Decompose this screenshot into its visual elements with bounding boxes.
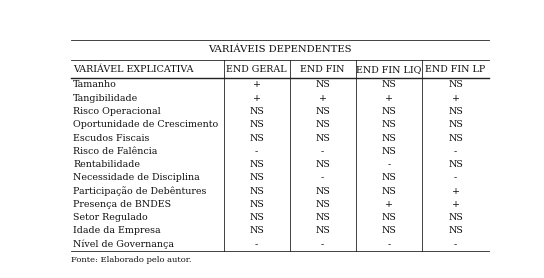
Text: +: + [319,94,326,103]
Text: NS: NS [381,173,397,182]
Text: NS: NS [315,227,330,235]
Text: Escudos Fiscais: Escudos Fiscais [73,133,150,143]
Text: -: - [387,160,391,169]
Text: +: + [385,94,393,103]
Text: NS: NS [381,80,397,90]
Text: NS: NS [315,120,330,129]
Text: NS: NS [448,160,463,169]
Text: NS: NS [315,80,330,90]
Text: NS: NS [315,107,330,116]
Text: NS: NS [315,200,330,209]
Text: +: + [452,200,460,209]
Text: NS: NS [315,160,330,169]
Text: Presença de BNDES: Presença de BNDES [73,200,171,209]
Text: NS: NS [249,160,264,169]
Text: Tamanho: Tamanho [73,80,117,90]
Text: +: + [385,200,393,209]
Text: NS: NS [448,227,463,235]
Text: -: - [255,240,258,249]
Text: -: - [321,173,324,182]
Text: NS: NS [448,120,463,129]
Text: NS: NS [249,227,264,235]
Text: NS: NS [249,213,264,222]
Text: NS: NS [448,80,463,90]
Text: Participação de Debêntures: Participação de Debêntures [73,186,206,196]
Text: NS: NS [381,133,397,143]
Text: NS: NS [249,173,264,182]
Text: NS: NS [315,213,330,222]
Text: NS: NS [249,107,264,116]
Text: -: - [454,173,457,182]
Text: +: + [452,187,460,196]
Text: NS: NS [315,187,330,196]
Text: Nível de Governança: Nível de Governança [73,239,174,249]
Text: END GERAL: END GERAL [226,65,287,74]
Text: NS: NS [249,187,264,196]
Text: END FIN: END FIN [300,65,345,74]
Text: +: + [253,80,261,90]
Text: NS: NS [381,187,397,196]
Text: NS: NS [448,213,463,222]
Text: END FIN LP: END FIN LP [425,65,486,74]
Text: Necessidade de Disciplina: Necessidade de Disciplina [73,173,200,182]
Text: -: - [321,240,324,249]
Text: Risco de Falência: Risco de Falência [73,147,157,156]
Text: NS: NS [381,107,397,116]
Text: NS: NS [315,133,330,143]
Text: -: - [321,147,324,156]
Text: -: - [255,147,258,156]
Text: +: + [253,94,261,103]
Text: NS: NS [381,120,397,129]
Text: VARIÁVEL EXPLICATIVA: VARIÁVEL EXPLICATIVA [73,65,194,74]
Text: Idade da Empresa: Idade da Empresa [73,227,160,235]
Text: +: + [452,94,460,103]
Text: -: - [387,240,391,249]
Text: Oportunidade de Crescimento: Oportunidade de Crescimento [73,120,218,129]
Text: Rentabilidade: Rentabilidade [73,160,140,169]
Text: -: - [454,147,457,156]
Text: VARIÁVEIS DEPENDENTES: VARIÁVEIS DEPENDENTES [208,45,352,54]
Text: NS: NS [249,120,264,129]
Text: Tangibilidade: Tangibilidade [73,94,138,103]
Text: Setor Regulado: Setor Regulado [73,213,148,222]
Text: NS: NS [249,133,264,143]
Text: NS: NS [448,107,463,116]
Text: NS: NS [381,147,397,156]
Text: NS: NS [381,213,397,222]
Text: NS: NS [249,200,264,209]
Text: END FIN LIQ: END FIN LIQ [356,65,422,74]
Text: Fonte: Elaborado pelo autor.: Fonte: Elaborado pelo autor. [71,256,192,264]
Text: -: - [454,240,457,249]
Text: NS: NS [381,227,397,235]
Text: NS: NS [448,133,463,143]
Text: Risco Operacional: Risco Operacional [73,107,161,116]
